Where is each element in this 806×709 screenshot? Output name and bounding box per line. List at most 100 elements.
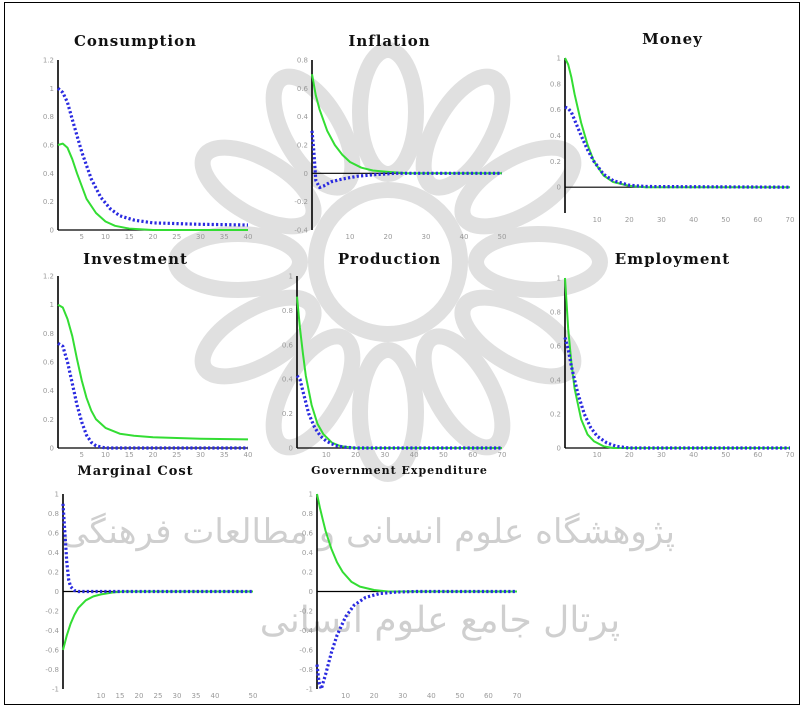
x-tick-label: 20 — [149, 451, 158, 459]
y-tick-label: 1 — [557, 55, 561, 63]
y-tick-label: 0 — [557, 445, 561, 453]
y-tick-label: 0.8 — [550, 80, 561, 88]
x-tick-label: 35 — [220, 233, 229, 241]
x-tick-label: 60 — [484, 692, 493, 700]
x-tick-label: 10 — [593, 451, 602, 459]
x-tick-label: 25 — [172, 451, 181, 459]
x-tick-label: 35 — [220, 451, 229, 459]
chart-title: Marginal Cost — [77, 464, 194, 479]
y-tick-label: -0.2 — [45, 608, 59, 616]
x-tick-label: 50 — [721, 451, 730, 459]
x-tick-label: 10 — [101, 451, 110, 459]
y-tick-label: 0.8 — [282, 307, 293, 315]
y-tick-label: 0 — [304, 170, 308, 178]
x-tick-label: 20 — [625, 451, 634, 459]
y-tick-label: 0.8 — [48, 510, 59, 518]
y-tick-label: 0.2 — [282, 410, 293, 418]
y-tick-label: 0.2 — [302, 569, 313, 577]
x-tick-label: 50 — [455, 692, 464, 700]
x-tick-label: 50 — [439, 451, 448, 459]
y-tick-label: 0 — [557, 184, 561, 192]
y-tick-label: 0 — [55, 588, 59, 596]
panel-government-expenditure: Government Expenditure -1 -0.8 -0.6 -0.4 -0.2… — [272, 464, 527, 704]
y-tick-label: 0 — [289, 445, 293, 453]
x-tick-label: 40 — [689, 451, 698, 459]
y-tick-label: 0.6 — [550, 106, 562, 114]
x-tick-label: 10 — [346, 233, 355, 241]
x-tick-label: 20 — [351, 451, 360, 459]
series-line-green-solid — [57, 303, 249, 441]
x-tick-label: 40 — [211, 692, 220, 700]
y-tick-label: 0.4 — [43, 170, 55, 178]
x-tick-label: 40 — [410, 451, 419, 459]
x-tick-label: 50 — [249, 692, 258, 700]
y-tick-label: 0.6 — [43, 142, 55, 150]
x-tick-label: 20 — [149, 233, 158, 241]
x-tick-label: 25 — [172, 233, 181, 241]
y-tick-label: -1 — [52, 686, 59, 694]
y-tick-label: 0.2 — [550, 411, 561, 419]
x-tick-label: 20 — [384, 233, 393, 241]
x-tick-label: 70 — [786, 451, 795, 459]
panel-employment: Employment 0 0.2 0.4 0.6 0.8 1 10 20 30 40 50 60 70 — [545, 248, 800, 463]
y-tick-label: -1 — [306, 686, 313, 694]
y-tick-label: 0.6 — [297, 85, 309, 93]
panel-inflation: Inflation -0.4 -0.2 0 0.2 0.4 0.6 0.8 10 20 30 40 50 — [272, 30, 507, 245]
y-tick-label: -0.4 — [45, 627, 59, 635]
x-tick-label: 25 — [154, 692, 163, 700]
y-tick-label: 0.2 — [297, 142, 308, 150]
series-line-green-solid — [316, 493, 517, 593]
panel-marginal-cost: Marginal Cost -1 -0.8 -0.6 -0.4 -0.2 0 0.2 0.4 0.… — [18, 464, 257, 704]
y-tick-label: 0.2 — [43, 416, 54, 424]
y-tick-label: -0.8 — [45, 666, 59, 674]
y-tick-label: 1.2 — [43, 273, 54, 281]
x-tick-label: 50 — [498, 233, 507, 241]
x-tick-label: 15 — [125, 233, 134, 241]
x-tick-label: 15 — [125, 451, 134, 459]
y-tick-label: 1.2 — [43, 57, 54, 65]
chart-title: Consumption — [73, 32, 198, 50]
y-tick-label: 0.6 — [48, 530, 60, 538]
plot-investment: 0 0.2 0.4 0.6 0.8 1 1.2 5 10 15 20 25 30 35 40 — [43, 273, 253, 460]
x-tick-label: 20 — [135, 692, 144, 700]
x-tick-label: 10 — [322, 451, 331, 459]
chart-title: Inflation — [348, 32, 431, 50]
y-tick-label: -0.8 — [299, 666, 313, 674]
x-tick-label: 20 — [370, 692, 379, 700]
x-tick-label: 40 — [244, 233, 253, 241]
y-tick-label: 1 — [50, 301, 54, 309]
plot-employment: 0 0.2 0.4 0.6 0.8 1 10 20 30 40 50 60 70 — [550, 275, 795, 460]
y-tick-label: -0.4 — [294, 227, 308, 235]
x-tick-label: 30 — [196, 233, 205, 241]
series-line-blue-dotted — [61, 503, 253, 594]
plot-consumption: 0 0.2 0.4 0.6 0.8 1 1.2 5 10 15 20 25 30 35 40 — [43, 57, 253, 242]
x-tick-label: 20 — [625, 216, 634, 224]
y-tick-label: 0.2 — [48, 569, 59, 577]
x-tick-label: 35 — [192, 692, 201, 700]
y-tick-label: 0 — [309, 588, 313, 596]
y-tick-label: 0.8 — [43, 113, 54, 121]
series-line-blue-dotted — [564, 105, 791, 189]
y-tick-label: 0.6 — [282, 341, 294, 349]
x-tick-label: 15 — [116, 692, 125, 700]
plot-inflation: -0.4 -0.2 0 0.2 0.4 0.6 0.8 10 20 30 40 50 — [294, 57, 506, 242]
x-tick-label: 10 — [593, 216, 602, 224]
y-tick-label: 1 — [55, 491, 59, 499]
x-tick-label: 40 — [460, 233, 469, 241]
y-tick-label: 0 — [50, 227, 54, 235]
y-tick-label: 0.6 — [302, 530, 314, 538]
x-tick-label: 5 — [80, 233, 84, 241]
plot-marginal-cost: -1 -0.8 -0.6 -0.4 -0.2 0 0.2 0.4 0.6 0.8 1 10 15 20 25… — [45, 491, 257, 701]
y-tick-label: -0.2 — [294, 198, 308, 206]
x-tick-label: 30 — [398, 692, 407, 700]
series-line-blue-dotted — [310, 130, 502, 190]
x-tick-label: 30 — [380, 451, 389, 459]
series-line-green-solid — [57, 142, 248, 231]
y-tick-label: 0.4 — [282, 376, 294, 384]
y-tick-label: 1 — [289, 273, 293, 281]
x-tick-label: 10 — [101, 233, 110, 241]
y-tick-label: -0.6 — [299, 647, 313, 655]
y-tick-label: 0.2 — [43, 198, 54, 206]
panel-money: Money 0 0.2 0.4 0.6 0.8 1 10 20 30 40 50 60 70 — [545, 30, 800, 245]
x-tick-label: 30 — [196, 451, 205, 459]
